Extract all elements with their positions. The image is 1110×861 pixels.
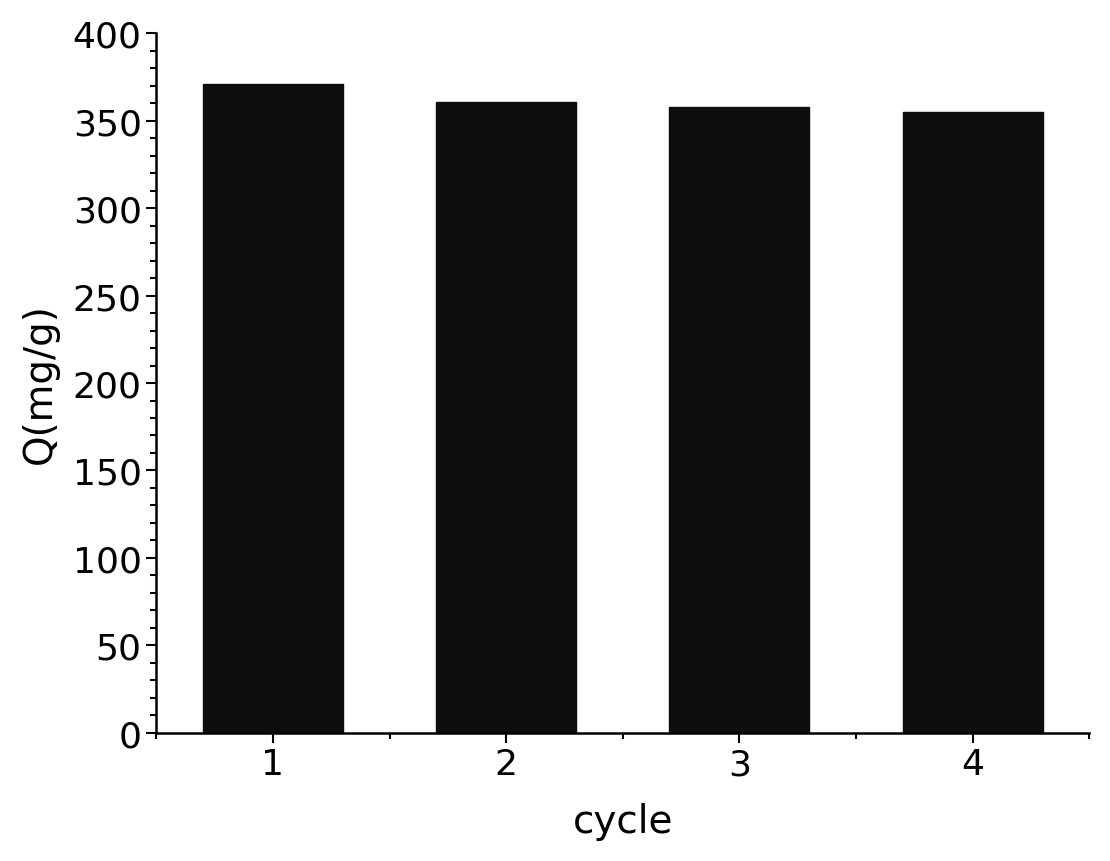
Bar — [669, 108, 809, 733]
X-axis label: cycle: cycle — [573, 802, 673, 840]
Bar — [203, 85, 343, 733]
Bar — [436, 102, 576, 733]
Y-axis label: Q(mg/g): Q(mg/g) — [21, 303, 59, 464]
Bar — [902, 113, 1042, 733]
